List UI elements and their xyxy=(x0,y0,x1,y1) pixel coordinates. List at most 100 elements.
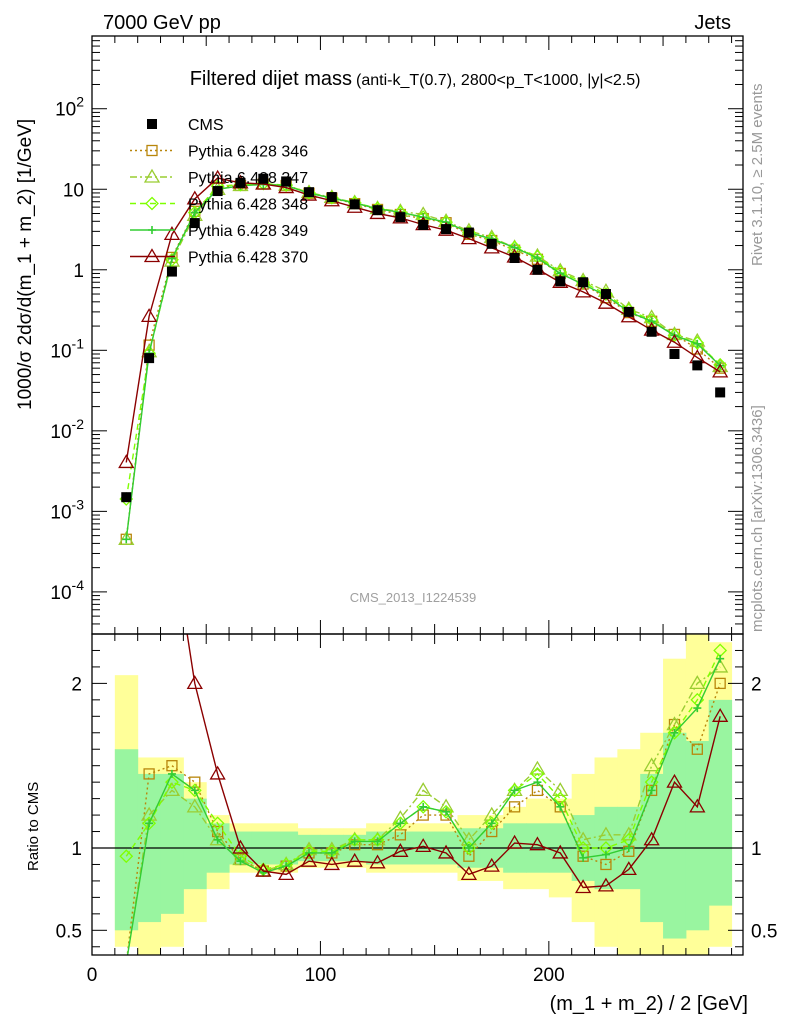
y-tick-base: 10 xyxy=(50,583,71,604)
ratio-point-5 xyxy=(460,866,478,880)
ratio-point-5 xyxy=(666,773,683,788)
y-tick-label: 10-2 xyxy=(50,416,84,443)
series-point-4 xyxy=(693,339,702,348)
ratio-point-5 xyxy=(300,852,318,867)
data-point xyxy=(692,360,703,371)
data-point xyxy=(235,177,246,188)
series-point-4 xyxy=(122,535,131,544)
x-tick-label: 100 xyxy=(305,965,337,986)
ratio-point-4 xyxy=(579,853,588,862)
legend: CMS Pythia 6.428 346 Pythia 6.428 347 Pythi… xyxy=(130,117,308,267)
ratio-tick-label: 0.5 xyxy=(56,921,82,942)
data-point xyxy=(463,227,474,238)
data-point xyxy=(258,173,269,184)
data-point xyxy=(372,205,383,216)
ratio-point-4 xyxy=(533,778,542,787)
y-tick-label: 102 xyxy=(55,94,84,121)
legend-marker xyxy=(148,226,156,234)
band-inner-bin xyxy=(685,741,710,931)
header-category: Jets xyxy=(694,12,731,34)
ratio-point-4 xyxy=(236,857,245,866)
ratio-point-5 xyxy=(119,561,133,573)
ratio-point-4 xyxy=(419,802,428,811)
ratio-point-5 xyxy=(255,862,272,877)
ratio-point-5 xyxy=(232,839,249,854)
series-point-3 xyxy=(713,357,728,372)
chart-title: Filtered dijet mass xyxy=(190,68,352,90)
data-point xyxy=(304,187,314,198)
data-point xyxy=(326,192,337,203)
legend-label: Pythia 6.428 349 xyxy=(188,223,308,240)
data-point xyxy=(144,353,155,364)
ratio-point-2 xyxy=(597,826,615,841)
band-inner-bin xyxy=(708,699,733,906)
y-tick-base: 10 xyxy=(50,341,71,362)
series-point-4 xyxy=(533,254,542,263)
x-tick-label: 0 xyxy=(87,965,98,986)
ratio-point-1 xyxy=(600,858,612,871)
header-energy: 7000 GeV pp xyxy=(103,12,221,34)
ratio-series xyxy=(119,528,729,968)
chart-subtitle-text: (anti-k_T(0.7), 2800<p_T<1000, |y|<2.5) xyxy=(356,72,640,89)
ratio-point-3 xyxy=(187,783,202,798)
ratio-point-1 xyxy=(508,801,521,813)
y-tick-label: 10 xyxy=(63,180,84,201)
ratio-tick-label-right: 2 xyxy=(751,674,762,695)
ratio-point-2 xyxy=(689,675,706,690)
ratio-point-4 xyxy=(716,654,725,663)
series-point-5 xyxy=(460,230,478,245)
ratio-point-2 xyxy=(415,782,432,797)
band-inner-bin xyxy=(663,732,687,939)
data-point xyxy=(189,218,200,229)
ratio-tick-label: 1 xyxy=(71,839,82,860)
ratio-point-1 xyxy=(554,801,566,813)
ratio-point-5 xyxy=(165,528,179,540)
ratio-point-1 xyxy=(121,958,131,968)
ratio-point-5 xyxy=(552,844,569,859)
ratio-point-5 xyxy=(209,765,226,780)
ratio-point-4 xyxy=(442,807,451,816)
data-point xyxy=(121,492,132,503)
source-label: mcplots.cern.ch [arXiv:1306.3436] xyxy=(749,405,766,632)
analysis-id: CMS_2013_I1224539 xyxy=(350,590,477,605)
ratio-point-5 xyxy=(597,877,615,892)
ratio-point-4 xyxy=(624,844,633,852)
ratio-point-3 xyxy=(119,849,134,864)
x-tick-label: 200 xyxy=(533,965,565,986)
ratio-point-4 xyxy=(122,959,130,967)
series-point-5 xyxy=(574,283,592,298)
data-point xyxy=(418,219,429,230)
ratio-point-4 xyxy=(556,802,565,811)
data-point xyxy=(715,387,726,398)
y-tick-label: 10-4 xyxy=(50,577,84,604)
series-point-2 xyxy=(118,531,135,545)
ratio-point-4 xyxy=(373,837,382,846)
data-point xyxy=(395,212,406,223)
series-point-5 xyxy=(118,454,135,469)
ratio-point-3 xyxy=(302,844,316,859)
y-tick-label: 10-3 xyxy=(50,496,84,523)
ratio-point-4 xyxy=(510,786,519,795)
ratio-point-5 xyxy=(506,834,523,849)
ratio-point-4 xyxy=(190,786,199,795)
ratio-point-5 xyxy=(323,856,340,871)
data-point xyxy=(669,348,680,359)
ratio-point-3 xyxy=(461,841,476,855)
data-point xyxy=(166,266,177,277)
data-point xyxy=(441,224,452,235)
ratio-point-4 xyxy=(167,769,176,778)
data-point xyxy=(281,176,292,187)
ratio-point-2 xyxy=(186,798,203,813)
chart-subtitle: (anti-k_T(0.7), 2800<p_T<1000, |y|<2.5) xyxy=(356,72,640,89)
legend-label: CMS xyxy=(188,117,224,134)
ratio-point-5 xyxy=(529,836,546,851)
ratio-point-4 xyxy=(693,704,702,713)
ratio-point-1 xyxy=(645,784,658,797)
ratio-point-5 xyxy=(392,843,409,857)
y-tick-exponent: 2 xyxy=(76,94,84,110)
legend-label: Pythia 6.428 370 xyxy=(188,250,308,267)
ratio-point-5 xyxy=(346,852,363,867)
ratio-point-5 xyxy=(186,675,203,690)
